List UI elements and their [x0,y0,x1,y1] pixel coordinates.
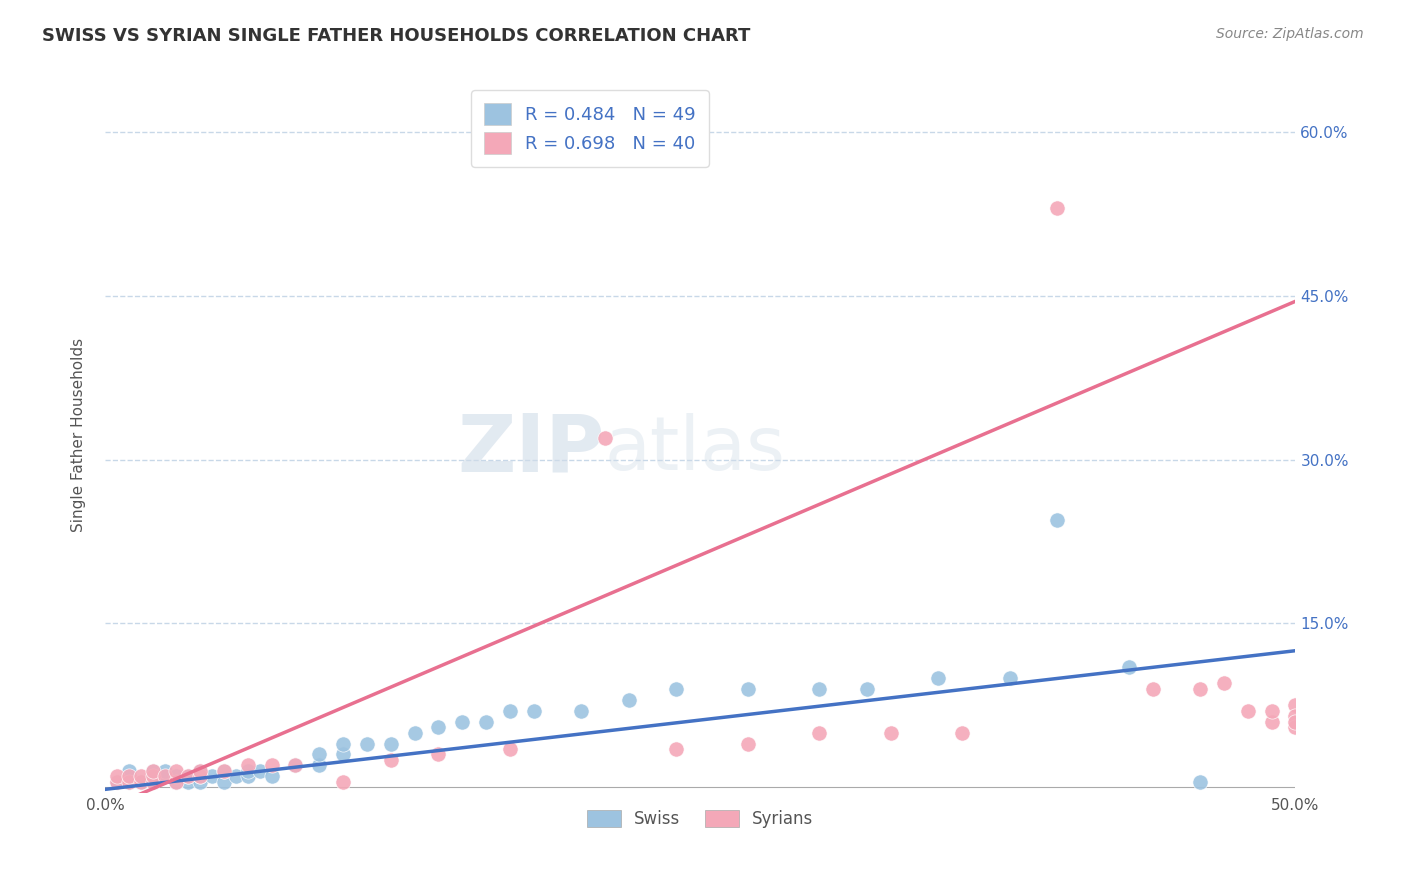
Text: SWISS VS SYRIAN SINGLE FATHER HOUSEHOLDS CORRELATION CHART: SWISS VS SYRIAN SINGLE FATHER HOUSEHOLDS… [42,27,751,45]
Point [665,681,688,696]
Point [1260,714,1282,729]
Point [165,774,187,789]
Point [427,747,450,762]
Point [105,774,128,789]
Text: ZIP: ZIP [458,410,605,488]
Point [142,769,165,783]
Point [569,704,592,718]
Point [332,737,354,751]
Point [177,769,200,783]
Point [1284,709,1306,723]
Point [927,671,949,685]
Point [260,769,283,783]
Point [212,764,235,778]
Point [142,769,165,783]
Point [1189,774,1212,789]
Point [332,774,354,789]
Point [1260,704,1282,718]
Point [129,774,152,789]
Point [737,737,759,751]
Point [142,774,165,789]
Point [380,753,402,767]
Point [201,769,224,783]
Point [284,758,307,772]
Point [856,681,879,696]
Point [522,704,544,718]
Text: atlas: atlas [605,413,786,486]
Point [177,774,200,789]
Point [188,764,211,778]
Point [188,764,211,778]
Point [236,758,259,772]
Point [153,764,176,778]
Point [142,764,165,778]
Point [225,769,247,783]
Point [617,693,640,707]
Point [236,769,259,783]
Point [356,737,378,751]
Point [129,774,152,789]
Point [998,671,1021,685]
Point [165,774,187,789]
Y-axis label: Single Father Households: Single Father Households [72,338,86,533]
Point [105,769,128,783]
Point [284,758,307,772]
Point [118,774,141,789]
Point [177,769,200,783]
Point [499,704,522,718]
Point [332,747,354,762]
Point [118,769,141,783]
Point [236,764,259,778]
Point [142,764,165,778]
Point [1189,681,1212,696]
Point [1142,681,1164,696]
Point [308,747,330,762]
Point [260,758,283,772]
Point [129,769,152,783]
Point [665,742,688,756]
Point [427,720,450,734]
Point [1284,714,1306,729]
Point [593,431,616,445]
Point [212,764,235,778]
Point [499,742,522,756]
Point [1046,202,1069,216]
Point [451,714,474,729]
Point [737,681,759,696]
Point [142,774,165,789]
Point [1284,698,1306,713]
Point [1046,513,1069,527]
Point [249,764,271,778]
Point [1237,704,1260,718]
Point [308,758,330,772]
Point [188,774,211,789]
Point [212,774,235,789]
Point [380,737,402,751]
Point [105,774,128,789]
Point [950,725,973,739]
Point [879,725,901,739]
Point [118,774,141,789]
Text: Source: ZipAtlas.com: Source: ZipAtlas.com [1216,27,1364,41]
Point [188,769,211,783]
Point [1118,660,1140,674]
Point [118,764,141,778]
Legend: Swiss, Syrians: Swiss, Syrians [581,803,820,834]
Point [165,769,187,783]
Point [165,764,187,778]
Point [404,725,426,739]
Point [808,725,831,739]
Point [153,769,176,783]
Point [1213,676,1236,690]
Point [808,681,831,696]
Point [118,769,141,783]
Point [475,714,498,729]
Point [1284,720,1306,734]
Point [188,769,211,783]
Point [153,769,176,783]
